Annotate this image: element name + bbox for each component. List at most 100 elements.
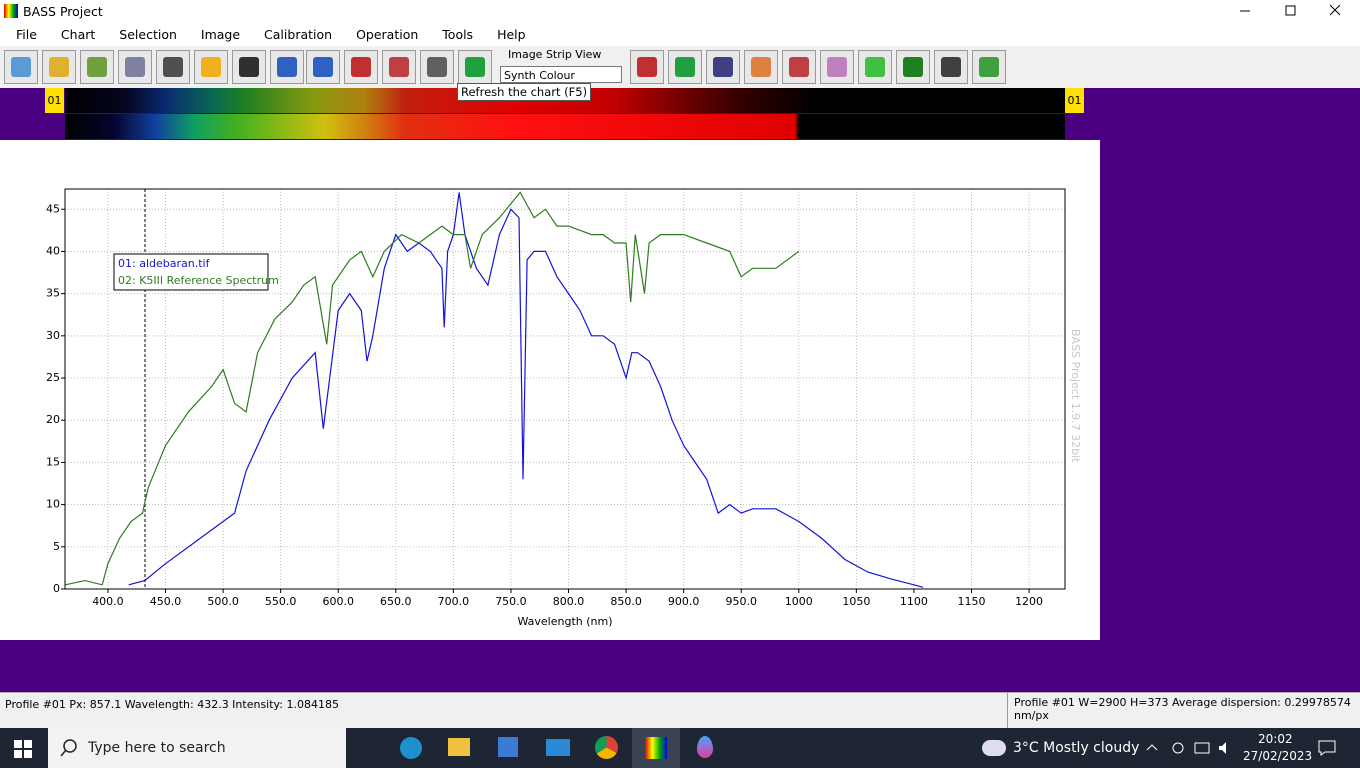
series-line — [128, 192, 924, 588]
menu-item[interactable]: Selection — [119, 26, 177, 42]
menu-item[interactable]: Image — [200, 26, 241, 42]
toolbar-button[interactable] — [156, 50, 190, 84]
spectrum-strip — [65, 114, 1065, 139]
strip-label: Image Strip View — [508, 48, 602, 61]
y-tick-label: 15 — [46, 455, 60, 468]
clock-time: 20:02 — [1258, 732, 1293, 746]
y-tick-label: 30 — [46, 329, 60, 342]
plot-frame — [64, 188, 1066, 590]
chrome-icon[interactable] — [595, 736, 618, 759]
app-icon[interactable] — [697, 736, 713, 758]
toolbar-button[interactable] — [782, 50, 816, 84]
menu-item[interactable]: File — [16, 26, 37, 42]
toolbar-button[interactable] — [382, 50, 416, 84]
notifications[interactable] — [1318, 740, 1336, 756]
mail-icon[interactable] — [546, 739, 570, 756]
search-placeholder: Type here to search — [88, 740, 226, 756]
menu-item[interactable]: Help — [497, 26, 526, 42]
y-tick-label: 10 — [46, 498, 60, 511]
start-button[interactable] — [14, 740, 32, 758]
x-tick-label: 1200 — [1015, 595, 1043, 608]
x-tick-label: 500.0 — [207, 595, 239, 608]
separator — [1007, 693, 1008, 729]
toolbar-button[interactable] — [458, 50, 492, 84]
toolbar-button[interactable] — [232, 50, 266, 84]
legend-entry: 01: aldebaran.tif — [118, 257, 211, 270]
x-tick-label: 400.0 — [92, 595, 124, 608]
toolbar-button[interactable] — [744, 50, 778, 84]
toolbar-button[interactable] — [4, 50, 38, 84]
status-left: Profile #01 Px: 857.1 Wavelength: 432.3 … — [5, 698, 339, 711]
toolbar-button[interactable] — [420, 50, 454, 84]
toolbar-button[interactable] — [42, 50, 76, 84]
toolbar-button[interactable] — [194, 50, 228, 84]
x-axis-label: Wavelength (nm) — [517, 615, 612, 628]
bass-taskbar-button[interactable] — [632, 728, 680, 768]
close[interactable] — [1329, 4, 1341, 16]
tray-icons[interactable] — [1145, 740, 1235, 756]
y-tick-label: 5 — [53, 540, 60, 553]
window-title: BASS Project — [23, 4, 103, 19]
toolbar-button[interactable] — [118, 50, 152, 84]
x-tick-label: 750.0 — [495, 595, 527, 608]
toolbar-button[interactable] — [820, 50, 854, 84]
y-tick-label: 20 — [46, 413, 60, 426]
toolbar-button[interactable] — [668, 50, 702, 84]
chart: 0 5 10 15 20 25 30 35 40 45 400.0 450.0 500.0 550.0 60… — [0, 140, 1100, 640]
x-tick-label: 550.0 — [265, 595, 297, 608]
app-icon — [4, 4, 18, 18]
x-tick-label: 950.0 — [725, 595, 757, 608]
series-line — [65, 191, 800, 586]
toolbar-button[interactable] — [972, 50, 1006, 84]
toolbar-button[interactable] — [896, 50, 930, 84]
restore[interactable] — [1285, 5, 1296, 16]
legend-entry: 02: K5III Reference Spectrum — [118, 274, 279, 287]
x-tick-label: 1000 — [785, 595, 813, 608]
weather: 3°C Mostly cloudy — [1013, 740, 1140, 756]
status-right: Profile #01 W=2900 H=373 Average dispers… — [1014, 696, 1351, 722]
x-tick-label: 450.0 — [150, 595, 182, 608]
toolbar-button[interactable] — [306, 50, 340, 84]
toolbar-button[interactable] — [344, 50, 378, 84]
y-tick-label: 0 — [53, 582, 60, 595]
x-tick-label: 700.0 — [438, 595, 470, 608]
menu-item[interactable]: Calibration — [264, 26, 333, 42]
menu-item[interactable]: Tools — [442, 26, 474, 42]
x-tick-label: 1100 — [900, 595, 928, 608]
toolbar-button[interactable] — [858, 50, 892, 84]
y-tick-label: 25 — [46, 371, 60, 384]
dropdown[interactable]: Synth Colour (stretch) — [500, 66, 622, 99]
strip-label: 01 — [1065, 88, 1084, 113]
watermark: BASS Project 1.9.7 32bit — [1069, 329, 1082, 463]
y-tick-label: 40 — [46, 244, 60, 257]
explorer-icon[interactable] — [448, 738, 470, 756]
strip-label: 01 — [45, 88, 64, 113]
x-tick-label: 900.0 — [668, 595, 700, 608]
weather-icon — [982, 740, 1006, 756]
edge-icon[interactable] — [400, 737, 422, 759]
store-icon[interactable] — [498, 737, 518, 757]
legend-box — [113, 253, 269, 291]
menu-bar: File Chart Selection Image Calibration Operat… — [0, 22, 1360, 46]
taskbar: Type here to search 3°C Mostly cloudy 20… — [0, 728, 1360, 768]
y-tick-label: 35 — [46, 287, 60, 300]
menu-item[interactable]: Operation — [356, 26, 419, 42]
status-bar: Profile #01 Px: 857.1 Wavelength: 432.3 … — [0, 692, 1360, 729]
toolbar-button[interactable] — [706, 50, 740, 84]
x-tick-label: 650.0 — [380, 595, 412, 608]
search-box[interactable]: Type here to search — [48, 728, 346, 768]
x-tick-label: 800.0 — [553, 595, 585, 608]
toolbar-button[interactable] — [630, 50, 664, 84]
menu-item[interactable]: Chart — [60, 26, 96, 42]
window-controls[interactable] — [1230, 0, 1360, 22]
y-tick-label: 45 — [46, 202, 60, 215]
clock-date: 27/02/2023 — [1243, 749, 1313, 763]
toolbar-button[interactable] — [270, 50, 304, 84]
toolbar-button[interactable] — [934, 50, 968, 84]
x-tick-label: 850.0 — [610, 595, 642, 608]
x-tick-label: 600.0 — [322, 595, 354, 608]
tooltip: Refresh the chart (F5) — [457, 83, 592, 101]
toolbar: Image Strip View Synth Colour (stretch) — [0, 46, 1360, 99]
toolbar-button[interactable] — [80, 50, 114, 84]
